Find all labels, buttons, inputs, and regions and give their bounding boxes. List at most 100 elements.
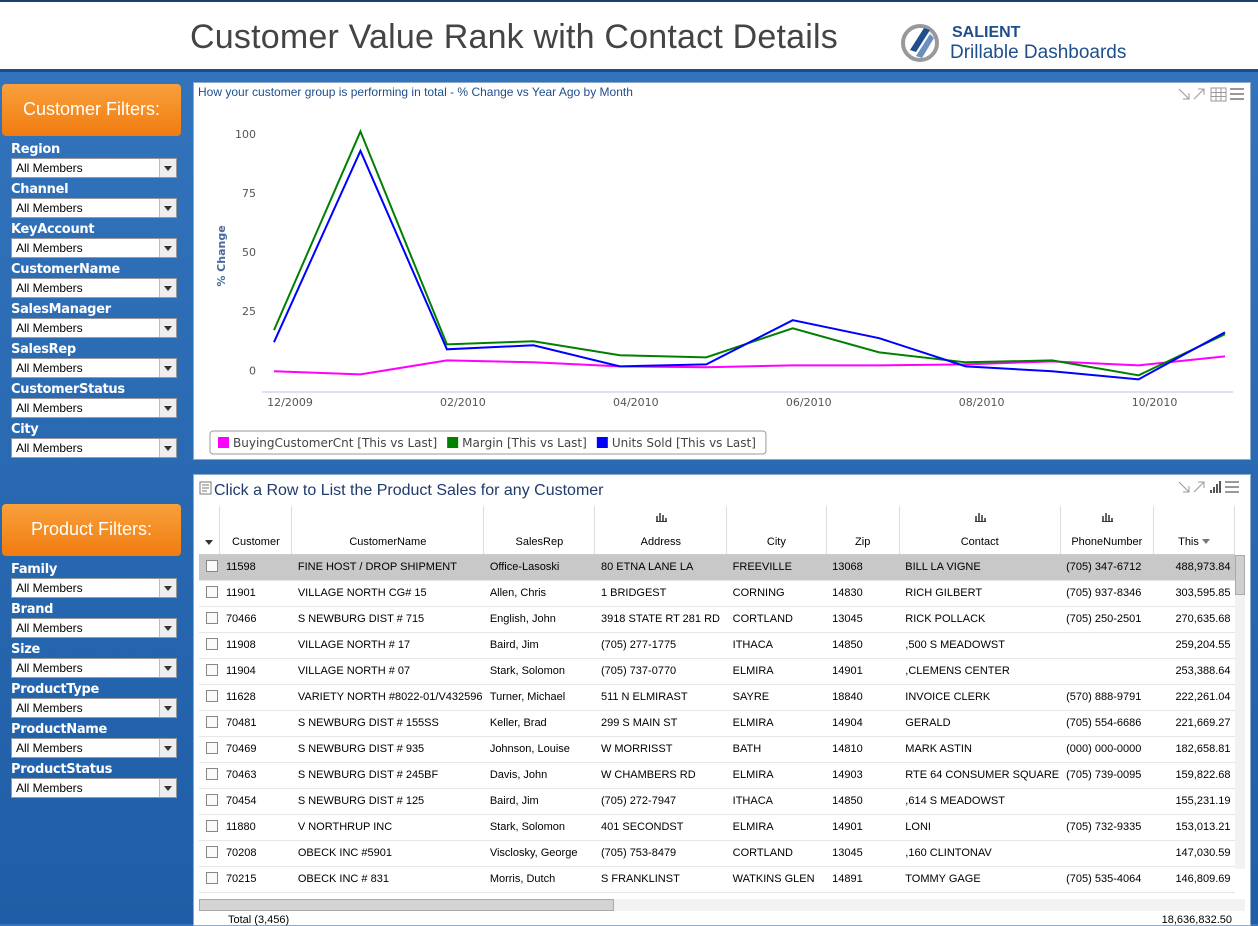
filter-select[interactable]: All Members	[11, 198, 177, 218]
filter-select[interactable]: All Members	[11, 358, 177, 378]
table-row[interactable]: 11880 V NORTHRUP INC Stark, Solomon 401 SEC…	[199, 814, 1235, 841]
table-row[interactable]: 70469 S NEWBURG DIST # 935 Johnson, Louise…	[199, 736, 1235, 763]
filter-select[interactable]: All Members	[11, 438, 177, 458]
row-checkbox[interactable]	[206, 767, 218, 780]
table-cell: Johnson, Louise	[483, 736, 595, 763]
table-cell: (570) 888-9791	[1060, 684, 1154, 711]
table-cell: (705) 277-1775	[594, 632, 727, 659]
column-header[interactable]: SalesRep	[483, 506, 596, 555]
h-scrollbar[interactable]	[199, 899, 1245, 911]
table-cell: 13045	[826, 606, 900, 633]
table-row[interactable]: 70454 S NEWBURG DIST # 125 Baird, Jim (705)…	[199, 788, 1235, 815]
customer-table: Customer CustomerName SalesRep Address City Z…	[199, 506, 1235, 893]
table-cell: 270,635.68	[1153, 606, 1235, 633]
x-tick-label: 04/2010	[613, 396, 659, 409]
table-cell: S NEWBURG DIST # 125	[291, 788, 484, 815]
page-title: Customer Value Rank with Contact Details	[190, 18, 838, 56]
row-checkbox[interactable]	[206, 585, 218, 598]
series-line	[273, 128, 1226, 377]
column-header[interactable]: CustomerName	[291, 506, 485, 555]
filter-select[interactable]: All Members	[11, 618, 177, 638]
table-cell: CORNING	[726, 580, 827, 607]
table-cell: Morris, Dutch	[483, 866, 595, 893]
column-header[interactable]: Address	[594, 506, 728, 555]
row-checkbox[interactable]	[206, 611, 218, 624]
legend-label: BuyingCustomerCnt [This vs Last]	[233, 436, 437, 450]
row-checkbox-cell	[199, 788, 220, 815]
table-cell: S NEWBURG DIST # 715	[291, 606, 484, 633]
table-cell: ITHACA	[726, 632, 827, 659]
table-cell: TOMMY GAGE	[899, 866, 1061, 893]
table-row[interactable]: 11904 VILLAGE NORTH # 07 Stark, Solomon (70…	[199, 658, 1235, 685]
filter-group-title: Customer Filters:	[2, 84, 181, 136]
row-checkbox[interactable]	[206, 845, 218, 858]
filter-label: KeyAccount	[11, 222, 95, 237]
filter-label: Region	[11, 142, 60, 157]
filter-label: CustomerName	[11, 262, 120, 277]
row-checkbox[interactable]	[206, 793, 218, 806]
filter-select[interactable]: All Members	[11, 158, 177, 178]
column-header[interactable]: PhoneNumber	[1060, 506, 1155, 555]
column-header[interactable]: Customer	[219, 506, 293, 555]
filter-select[interactable]: All Members	[11, 658, 177, 678]
row-checkbox-cell	[199, 814, 220, 841]
column-header[interactable]: Contact	[899, 506, 1061, 555]
table-row[interactable]: 70463 S NEWBURG DIST # 245BF Davis, John W …	[199, 762, 1235, 789]
filter-select[interactable]: All Members	[11, 698, 177, 718]
row-checkbox[interactable]	[206, 871, 218, 884]
column-header[interactable]: This	[1153, 506, 1235, 555]
filter-select[interactable]: All Members	[11, 778, 177, 798]
logo-icon	[901, 24, 939, 62]
legend-label: Units Sold [This vs Last]	[612, 436, 756, 450]
row-checkbox[interactable]	[206, 663, 218, 676]
table-cell: CORTLAND	[726, 606, 827, 633]
column-header[interactable]: Zip	[826, 506, 900, 555]
table-cell: (705) 535-4064	[1060, 866, 1154, 893]
table-row[interactable]: 70215 OBECK INC # 831 Morris, Dutch S FRANK…	[199, 866, 1235, 893]
filter-select[interactable]: All Members	[11, 398, 177, 418]
table-cell: S NEWBURG DIST # 155SS	[291, 710, 484, 737]
row-checkbox[interactable]	[206, 689, 218, 702]
table-cell: 222,261.04	[1153, 684, 1235, 711]
chart: How your customer group is performing in…	[198, 85, 1244, 455]
table-row[interactable]: 11628 VARIETY NORTH #8022-01/V432596 Turne…	[199, 684, 1235, 711]
table-cell: Baird, Jim	[483, 788, 595, 815]
table-row[interactable]: 70466 S NEWBURG DIST # 715 English, John 39…	[199, 606, 1235, 633]
v-scrollbar[interactable]	[1235, 555, 1245, 869]
filter-select[interactable]: All Members	[11, 578, 177, 598]
row-checkbox[interactable]	[206, 637, 218, 650]
column-header-label: This	[1178, 535, 1199, 548]
filter-select[interactable]: All Members	[11, 318, 177, 338]
row-checkbox-cell	[199, 554, 220, 581]
table-cell: RTE 64 CONSUMER SQUARE	[899, 762, 1061, 789]
table-cell: GERALD	[899, 710, 1061, 737]
table-cell	[1060, 658, 1154, 685]
legend-swatch	[218, 437, 229, 448]
chart-panel: How your customer group is performing in…	[193, 82, 1251, 460]
table-row[interactable]: 11908 VILLAGE NORTH # 17 Baird, Jim (705) 2…	[199, 632, 1235, 659]
table-cell: 182,658.81	[1153, 736, 1235, 763]
filter-label: City	[11, 422, 39, 437]
y-tick-label: 25	[242, 305, 256, 318]
row-checkbox[interactable]	[206, 819, 218, 832]
table-row[interactable]: 70208 OBECK INC #5901 Visclosky, George (70…	[199, 840, 1235, 867]
filter-select[interactable]: All Members	[11, 738, 177, 758]
row-checkbox[interactable]	[206, 741, 218, 754]
table-cell: VILLAGE NORTH # 17	[291, 632, 484, 659]
filter-select[interactable]: All Members	[11, 278, 177, 298]
table-cell: 70215	[219, 866, 292, 893]
table-cell: 11904	[219, 658, 292, 685]
table-row[interactable]: 70481 S NEWBURG DIST # 155SS Keller, Brad 2…	[199, 710, 1235, 737]
table-cell: 14901	[826, 814, 900, 841]
row-checkbox-cell	[199, 632, 220, 659]
table-cell: Turner, Michael	[483, 684, 595, 711]
table-cell: 146,809.69	[1153, 866, 1235, 893]
row-checkbox[interactable]	[206, 559, 218, 572]
legend-swatch	[596, 437, 608, 448]
select-all-header[interactable]	[199, 506, 221, 555]
table-row[interactable]: 11598 FINE HOST / DROP SHIPMENT Office-Las…	[199, 554, 1235, 581]
row-checkbox[interactable]	[206, 715, 218, 728]
column-header[interactable]: City	[726, 506, 827, 555]
filter-select[interactable]: All Members	[11, 238, 177, 258]
table-row[interactable]: 11901 VILLAGE NORTH CG# 15 Allen, Chris 1 B…	[199, 580, 1235, 607]
